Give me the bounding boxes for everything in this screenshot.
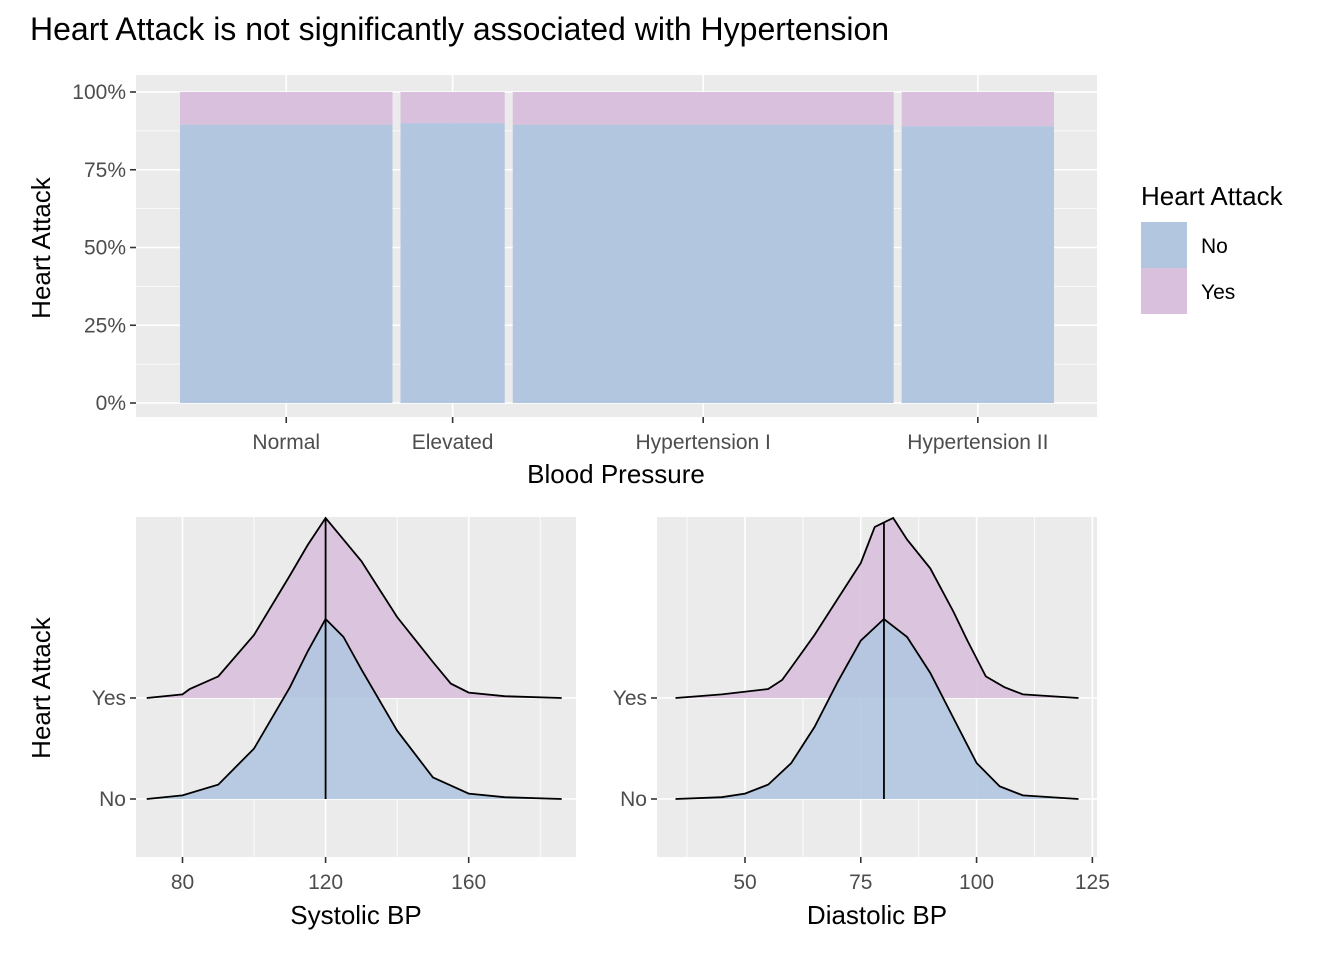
- x-tick-label: Hypertension II: [907, 431, 1048, 454]
- y-tick-label: 75%: [84, 159, 126, 182]
- bar-no-2: [512, 124, 894, 403]
- y-tick-label: Yes: [92, 687, 126, 710]
- legend-swatch-no: [1141, 222, 1187, 268]
- bar-yes-0: [180, 92, 393, 125]
- bar-yes-1: [400, 92, 505, 124]
- density-fill-yes: [675, 518, 1079, 698]
- x-tick-label: 80: [171, 871, 194, 894]
- legend-label-no: No: [1201, 235, 1228, 258]
- y-tick-label: No: [99, 788, 126, 811]
- mosaic-panel: 0% 25% 50% 75% 100% Normal Elevated Hypertensio…: [72, 75, 1097, 454]
- legend-swatch-yes: [1141, 268, 1187, 314]
- density-fill-no: [146, 619, 562, 799]
- density-line-no: [146, 617, 562, 800]
- density-line-yes: [146, 516, 562, 699]
- bar-yes-2: [512, 92, 894, 125]
- y-tick-label: 100%: [72, 81, 126, 104]
- top-xlabel: Blood Pressure: [527, 459, 705, 489]
- density-fill-no: [675, 619, 1079, 799]
- legend: Heart Attack No Yes: [1141, 181, 1284, 314]
- x-tick-label: 100: [959, 871, 994, 894]
- bar-no-3: [901, 126, 1054, 404]
- x-tick-label: 50: [733, 871, 756, 894]
- top-ylabel: Heart Attack: [26, 176, 56, 319]
- bar-no-0: [180, 124, 393, 403]
- x-tick-label: Normal: [252, 431, 320, 454]
- diastolic-panel: No Yes 50 75 100 125: [613, 516, 1110, 894]
- y-tick-label: 50%: [84, 237, 126, 260]
- legend-label-yes: Yes: [1201, 281, 1235, 304]
- x-tick-label: 125: [1075, 871, 1110, 894]
- x-tick-label: 120: [308, 871, 343, 894]
- y-tick-label: 25%: [84, 314, 126, 337]
- bar-yes-3: [901, 92, 1054, 127]
- density-fill-yes: [146, 518, 562, 698]
- bottom-ylabel: Heart Attack: [26, 616, 56, 759]
- diastolic-xlabel: Diastolic BP: [807, 900, 947, 930]
- x-tick-label: Elevated: [412, 431, 494, 454]
- x-tick-label: 160: [451, 871, 486, 894]
- y-tick-label: No: [620, 788, 647, 811]
- density-line-no: [675, 617, 1079, 800]
- bar-no-1: [400, 123, 505, 403]
- chart-title: Heart Attack is not significantly associ…: [30, 11, 889, 47]
- legend-title: Heart Attack: [1141, 181, 1284, 211]
- x-tick-label: Hypertension I: [635, 431, 770, 454]
- x-tick-label: 75: [849, 871, 872, 894]
- systolic-xlabel: Systolic BP: [290, 900, 422, 930]
- systolic-panel: No Yes 80 120 160: [92, 516, 576, 894]
- y-tick-label: Yes: [613, 687, 647, 710]
- y-tick-label: 0%: [96, 392, 126, 415]
